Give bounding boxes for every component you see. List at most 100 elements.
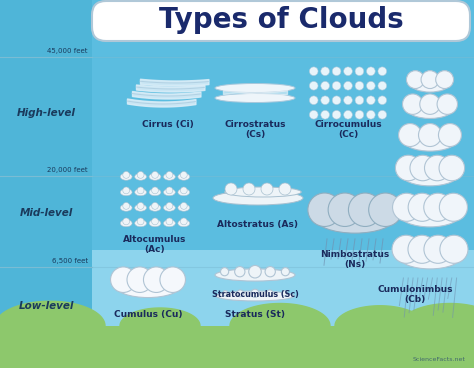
Ellipse shape (164, 220, 175, 227)
Circle shape (123, 218, 129, 225)
Circle shape (344, 81, 352, 90)
Polygon shape (120, 308, 200, 326)
Text: Cumulonimbus
(Cb): Cumulonimbus (Cb) (377, 285, 453, 304)
Circle shape (137, 202, 144, 209)
Ellipse shape (178, 173, 190, 180)
Ellipse shape (116, 275, 181, 298)
Circle shape (392, 193, 420, 221)
Circle shape (355, 110, 364, 119)
Circle shape (137, 218, 144, 225)
Ellipse shape (135, 189, 146, 196)
Circle shape (332, 96, 341, 105)
Circle shape (392, 235, 420, 263)
Ellipse shape (178, 189, 190, 196)
Text: 20,000 feet: 20,000 feet (47, 167, 88, 173)
Ellipse shape (135, 173, 146, 180)
Circle shape (237, 290, 244, 297)
Text: 6,500 feet: 6,500 feet (52, 258, 88, 264)
Circle shape (181, 218, 187, 225)
Circle shape (152, 187, 158, 194)
Circle shape (436, 71, 454, 89)
Circle shape (399, 124, 421, 146)
Circle shape (310, 96, 318, 105)
Circle shape (366, 67, 375, 75)
Circle shape (366, 96, 375, 105)
Text: Low-level: Low-level (18, 301, 73, 311)
Circle shape (348, 193, 382, 226)
Circle shape (220, 268, 228, 276)
Circle shape (181, 171, 187, 178)
Circle shape (408, 235, 436, 263)
Circle shape (437, 94, 457, 114)
Text: 45,000 feet: 45,000 feet (47, 48, 88, 54)
Circle shape (166, 202, 173, 209)
Circle shape (406, 71, 424, 89)
Circle shape (310, 81, 318, 90)
Ellipse shape (120, 220, 132, 227)
Ellipse shape (135, 204, 146, 211)
Text: Mid-level: Mid-level (19, 208, 73, 218)
Circle shape (152, 202, 158, 209)
Circle shape (424, 235, 452, 263)
Circle shape (127, 267, 153, 293)
Text: Altocumulus
(Ac): Altocumulus (Ac) (123, 235, 187, 254)
Circle shape (249, 265, 261, 278)
Polygon shape (400, 304, 474, 326)
Ellipse shape (215, 93, 295, 103)
Circle shape (369, 193, 402, 226)
Circle shape (355, 81, 364, 90)
Circle shape (251, 289, 259, 297)
Circle shape (166, 218, 173, 225)
Circle shape (355, 96, 364, 105)
Circle shape (243, 183, 255, 195)
Ellipse shape (178, 204, 190, 211)
Circle shape (123, 187, 129, 194)
Ellipse shape (135, 220, 146, 227)
Ellipse shape (149, 204, 161, 211)
Bar (0, 0, 92, 326)
Circle shape (282, 291, 287, 296)
Circle shape (152, 218, 158, 225)
Circle shape (181, 187, 187, 194)
Circle shape (265, 266, 275, 277)
Circle shape (378, 110, 387, 119)
Circle shape (321, 96, 329, 105)
Circle shape (344, 96, 352, 105)
Ellipse shape (164, 173, 175, 180)
Circle shape (410, 155, 436, 181)
Circle shape (332, 67, 341, 75)
Circle shape (310, 110, 318, 119)
Circle shape (225, 183, 237, 195)
Circle shape (166, 187, 173, 194)
Circle shape (366, 81, 375, 90)
Ellipse shape (149, 173, 161, 180)
Ellipse shape (120, 204, 132, 211)
Circle shape (378, 67, 387, 75)
Circle shape (402, 94, 423, 114)
Text: ScienceFacts.net: ScienceFacts.net (413, 357, 466, 362)
Circle shape (438, 124, 462, 146)
Circle shape (421, 71, 439, 89)
Text: Cirrostratus
(Cs): Cirrostratus (Cs) (224, 120, 286, 139)
Circle shape (344, 110, 352, 119)
Circle shape (166, 171, 173, 178)
Circle shape (223, 291, 228, 296)
Polygon shape (230, 304, 330, 326)
Circle shape (235, 266, 245, 277)
Circle shape (181, 202, 187, 209)
Circle shape (378, 96, 387, 105)
Ellipse shape (401, 163, 459, 186)
Circle shape (152, 171, 158, 178)
Text: Altostratus (As): Altostratus (As) (218, 220, 299, 229)
Circle shape (282, 268, 290, 276)
Circle shape (366, 110, 375, 119)
Text: Stratocumulus (Sc): Stratocumulus (Sc) (211, 290, 299, 299)
Circle shape (440, 235, 468, 263)
Polygon shape (335, 306, 425, 326)
Circle shape (328, 193, 362, 226)
Ellipse shape (399, 244, 462, 269)
Circle shape (332, 110, 341, 119)
Text: Nimbostratus
(Ns): Nimbostratus (Ns) (320, 250, 390, 269)
Circle shape (137, 187, 144, 194)
Text: Types of Clouds: Types of Clouds (159, 6, 403, 34)
